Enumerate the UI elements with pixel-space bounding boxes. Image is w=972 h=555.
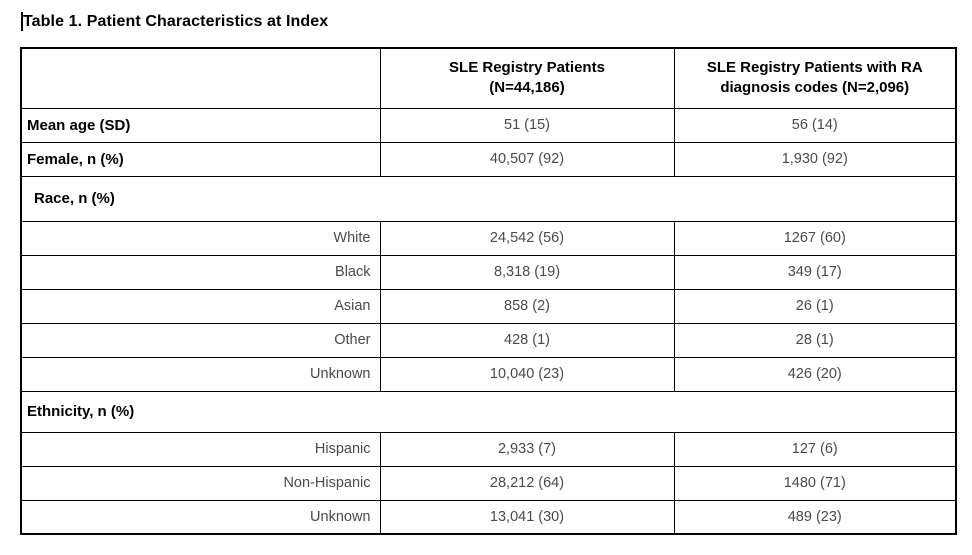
cell-asian-sle: 858 (2) (379, 288, 675, 324)
row-label-female: Female, n (%) (20, 141, 381, 177)
table-row-non-hispanic: Non-Hispanic 28,212 (64) 1480 (71) (20, 465, 957, 501)
cell-black-sle-ra: 349 (17) (673, 254, 957, 290)
table-row-mean-age: Mean age (SD) 51 (15) 56 (14) (20, 107, 957, 143)
table-row-hispanic: Hispanic 2,933 (7) 127 (6) (20, 431, 957, 467)
cell-white-sle: 24,542 (56) (379, 220, 675, 256)
cell-non-hispanic-sle-ra: 1480 (71) (673, 465, 957, 501)
cell-female-sle-ra: 1,930 (92) (673, 141, 957, 177)
cell-female-sle: 40,507 (92) (379, 141, 675, 177)
cell-mean-age-sle-ra: 56 (14) (673, 107, 957, 143)
column-header-sle-line1: SLE Registry Patients (449, 59, 605, 77)
cell-hispanic-sle: 2,933 (7) (379, 431, 675, 467)
cell-race-unknown-sle-ra: 426 (20) (673, 356, 957, 392)
table-row-race-section: Race, n (%) (20, 175, 957, 222)
table-row-asian: Asian 858 (2) 26 (1) (20, 288, 957, 324)
cell-ethnicity-unknown-sle-ra: 489 (23) (673, 499, 957, 535)
table-title-text: Table 1. Patient Characteristics at Inde… (23, 12, 329, 30)
section-header-ethnicity: Ethnicity, n (%) (20, 390, 957, 433)
table-row-female: Female, n (%) 40,507 (92) 1,930 (92) (20, 141, 957, 177)
row-label-asian: Asian (20, 288, 381, 324)
table-row-other: Other 428 (1) 28 (1) (20, 322, 957, 358)
cell-other-sle: 428 (1) (379, 322, 675, 358)
column-header-sle-ra-line2: diagnosis codes (N=2,096) (720, 79, 910, 97)
cell-non-hispanic-sle: 28,212 (64) (379, 465, 675, 501)
column-header-sle-ra-patients: SLE Registry Patients with RA diagnosis … (673, 47, 957, 109)
row-label-mean-age: Mean age (SD) (20, 107, 381, 143)
cell-black-sle: 8,318 (19) (379, 254, 675, 290)
row-label-black: Black (20, 254, 381, 290)
section-header-race: Race, n (%) (20, 175, 957, 222)
row-label-ethnicity-unknown: Unknown (20, 499, 381, 535)
column-header-sle-ra-line1: SLE Registry Patients with RA (706, 59, 923, 77)
cell-race-unknown-sle: 10,040 (23) (379, 356, 675, 392)
table-row-ethnicity-section: Ethnicity, n (%) (20, 390, 957, 433)
patient-characteristics-table: SLE Registry Patients (N=44,186) SLE Reg… (20, 47, 957, 535)
cell-white-sle-ra: 1267 (60) (673, 220, 957, 256)
cell-asian-sle-ra: 26 (1) (673, 288, 957, 324)
row-label-white: White (20, 220, 381, 256)
table-title: Table 1. Patient Characteristics at Inde… (21, 12, 328, 31)
text-cursor (21, 12, 23, 31)
table-row-ethnicity-unknown: Unknown 13,041 (30) 489 (23) (20, 499, 957, 535)
row-label-hispanic: Hispanic (20, 431, 381, 467)
column-header-sle-line2: (N=44,186) (489, 79, 565, 97)
table-row-black: Black 8,318 (19) 349 (17) (20, 254, 957, 290)
table-header-row: SLE Registry Patients (N=44,186) SLE Reg… (20, 47, 957, 109)
cell-hispanic-sle-ra: 127 (6) (673, 431, 957, 467)
row-label-non-hispanic: Non-Hispanic (20, 465, 381, 501)
cell-ethnicity-unknown-sle: 13,041 (30) (379, 499, 675, 535)
column-header-sle-patients: SLE Registry Patients (N=44,186) (379, 47, 675, 109)
table-row-race-unknown: Unknown 10,040 (23) 426 (20) (20, 356, 957, 392)
cell-mean-age-sle: 51 (15) (379, 107, 675, 143)
row-label-race-unknown: Unknown (20, 356, 381, 392)
row-label-other: Other (20, 322, 381, 358)
cell-other-sle-ra: 28 (1) (673, 322, 957, 358)
header-empty-cell (20, 47, 381, 109)
table-row-white: White 24,542 (56) 1267 (60) (20, 220, 957, 256)
